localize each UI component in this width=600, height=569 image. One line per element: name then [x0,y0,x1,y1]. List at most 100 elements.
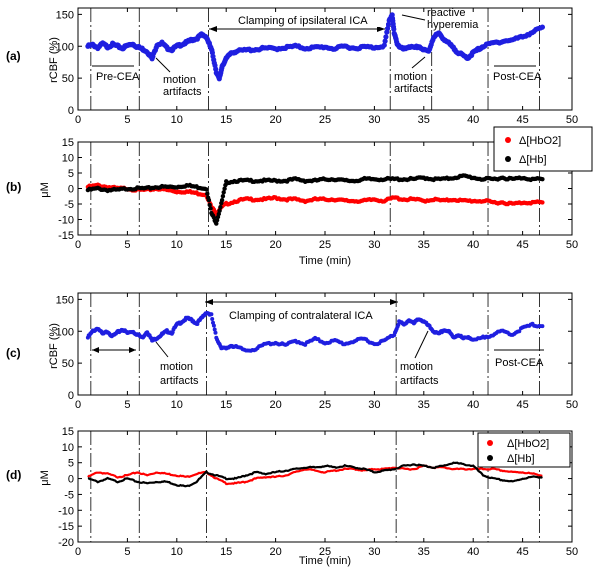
y-tick-label: 10 [62,153,74,165]
x-tick-label: 45 [516,114,528,126]
x-tick-label: 15 [220,239,232,251]
y-tick-label: 0 [68,105,74,117]
reactive-hyperemia-label: reactive [427,7,466,19]
panel-d-ylabel: μM [39,470,51,486]
panel-b: (b) μM 0 5 10 15 20 25 30 35 40 45 50 -15 -10 -5 0 5 10 1… [6,126,593,267]
y-tick-label: -5 [64,199,74,211]
y-tick-label: 100 [56,41,74,53]
y-tick-label: 0 [68,390,74,402]
x-tick-label: 50 [566,114,578,126]
x-tick-label: 35 [418,114,430,126]
x-tick-label: 15 [220,399,232,411]
legend-d-hb-marker [487,455,493,461]
data-point [209,312,214,317]
legend-b [493,126,593,172]
panel-b-ylabel: μM [39,182,51,198]
x-tick-label: 0 [75,239,81,251]
legend-d-hbo2-marker [487,440,493,446]
data-point [206,198,212,203]
x-tick-label: 40 [467,114,479,126]
legend-d [477,432,571,468]
panel-label-b: (b) [6,180,21,194]
panel-c-ylabel: rCBF (%) [48,323,60,369]
x-tick-label: 10 [171,399,183,411]
series-line [87,461,543,488]
data-point [207,202,212,208]
data-point [382,38,388,44]
motion-artifacts-label-a1: motion [163,74,196,86]
data-point [391,26,397,32]
x-tick-label: 40 [467,546,479,558]
x-tick-label: 10 [171,114,183,126]
y-tick-label: 0 [68,184,74,196]
legend-d-hbo2: Δ[HbO2] [507,438,549,450]
data-point [222,186,227,191]
legend-b-hb: Δ[Hb] [519,154,547,166]
panel-label-c: (c) [6,346,21,360]
y-tick-label: -5 [64,489,74,501]
y-tick-label: -15 [58,521,74,533]
x-tick-label: 25 [319,239,331,251]
legend-b-hbo2-marker [505,137,511,143]
motion-artifacts-label-a1b: artifacts [163,86,202,98]
x-tick-label: 50 [566,399,578,411]
x-tick-label: 20 [269,239,281,251]
x-tick-label: 5 [124,114,130,126]
data-point [540,177,545,182]
x-tick-label: 45 [516,546,528,558]
data-point [385,25,391,31]
data-point [214,221,219,226]
data-point [208,206,213,211]
x-tick-label: 20 [269,399,281,411]
x-tick-label: 30 [368,546,380,558]
data-point [211,323,216,328]
motion-artifacts-label-a2: motion [394,71,427,83]
data-point [540,324,545,329]
y-tick-label: 150 [56,294,74,306]
y-tick-label: 15 [62,426,74,438]
x-tick-label: 0 [75,546,81,558]
x-tick-label: 5 [124,239,130,251]
data-point [213,330,218,335]
x-tick-label: 40 [467,399,479,411]
panel-b-xlabel: Time (min) [299,255,351,267]
x-tick-label: 40 [467,239,479,251]
motion-artifacts-label-c2: motion [400,361,433,373]
x-tick-label: 35 [418,546,430,558]
y-tick-label: -15 [58,230,74,242]
x-tick-label: 20 [269,114,281,126]
y-tick-label: 10 [62,442,74,454]
data-point [219,198,225,203]
data-point [539,24,546,30]
x-tick-label: 35 [418,399,430,411]
data-point [204,187,209,192]
x-tick-label: 0 [75,399,81,411]
post-cea-label-c: Post-CEA [495,357,544,369]
x-tick-label: 15 [220,114,232,126]
x-tick-label: 25 [319,399,331,411]
x-tick-label: 45 [516,239,528,251]
x-tick-label: 35 [418,239,430,251]
y-tick-label: 5 [68,458,74,470]
data-point [218,205,223,210]
legend-b-hb-marker [505,156,511,162]
y-tick-label: -20 [58,537,74,549]
panel-c: (c) rCBF (%) 0 5 10 15 20 25 30 35 40 45 50 0 50 100 1… [6,292,578,411]
x-tick-label: 45 [516,399,528,411]
x-tick-label: 25 [319,546,331,558]
y-tick-label: 100 [56,326,74,338]
motion-artifacts-label-a2b: artifacts [394,83,433,95]
x-tick-label: 25 [319,114,331,126]
data-point [221,190,226,195]
pre-cea-label: Pre-CEA [96,71,140,83]
y-tick-label: 5 [68,168,74,180]
panel-label-d: (d) [6,468,21,482]
y-tick-label: 150 [56,9,74,21]
panel-label-a: (a) [6,49,21,63]
panel-a: (a) rCBF (%) 0 5 10 15 20 25 30 35 40 45 50 0 50 100 1… [6,7,578,126]
data-point [212,327,217,332]
motion-artifacts-label-c1b: artifacts [160,375,199,387]
x-tick-label: 50 [566,546,578,558]
data-point [220,194,226,199]
